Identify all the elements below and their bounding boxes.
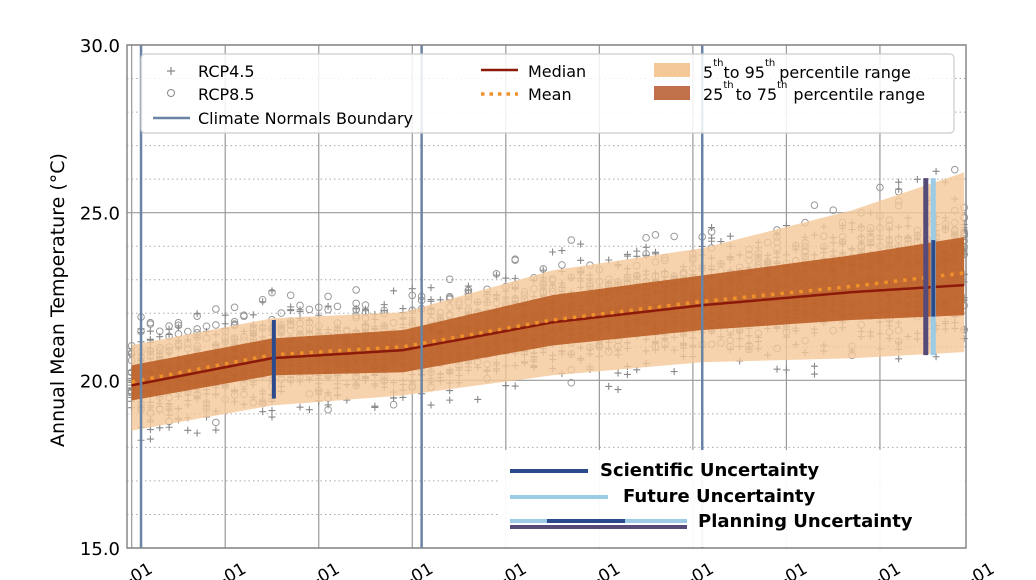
legend-rcp45: RCP4.5 (198, 62, 255, 81)
x-tick-label: -01 (870, 559, 904, 580)
rcp85-point (670, 232, 678, 241)
rcp85-point (558, 261, 566, 269)
y-tick-labels: 15.0 20.0 25.0 30.0 (80, 36, 120, 560)
rcp85-point (240, 312, 248, 321)
legend-rcp85: RCP8.5 (198, 85, 255, 104)
x-tick-label: -01 (216, 559, 250, 580)
band-25-75-swatch (654, 86, 690, 100)
rcp85-point (445, 275, 454, 284)
rcp85-point (324, 292, 332, 301)
x-tick-labels: -01 -01 -01 -01 -01 -01 -01 -01 -01 -01 (122, 559, 998, 580)
rcp85-point (333, 302, 342, 311)
legend-planning: Planning Uncertainty (698, 511, 913, 532)
rcp85-point (567, 378, 576, 387)
y-tick-label: 20.0 (80, 371, 120, 392)
legend-median: Median (528, 62, 586, 81)
rcp85-point (511, 256, 519, 264)
rcp85-point (642, 234, 650, 242)
series-lines (131, 271, 965, 387)
rcp85-point (567, 236, 576, 244)
rcp85-point (810, 201, 819, 209)
band-5-95-swatch (654, 63, 690, 77)
plus-marker-icon (167, 67, 175, 75)
rcp85-point (277, 309, 286, 317)
x-tick-label: -01 (683, 559, 717, 580)
mean-line (131, 271, 965, 384)
rcp85-point (183, 327, 192, 336)
rcp85-point (146, 320, 155, 328)
y-axis-label: Annual Mean Temperature (°C) (47, 153, 69, 447)
legend-future: Future Uncertainty (623, 486, 816, 507)
rcp85-point (212, 418, 220, 427)
x-tick-label: -01 (590, 559, 624, 580)
legend-mean: Mean (528, 85, 572, 104)
legend-boundary: Climate Normals Boundary (198, 109, 413, 128)
x-tick-label: -01 (964, 559, 998, 580)
y-tick-label: 25.0 (80, 204, 120, 225)
rcp85-point (950, 165, 959, 174)
legend-5-95: 5thto 95th percentile range (703, 58, 911, 82)
rcp85-point (212, 305, 220, 313)
legend-box (140, 53, 955, 134)
plot-frame (126, 44, 967, 549)
rcp85-point (389, 400, 398, 409)
x-tick-label: -01 (777, 559, 811, 580)
legend-top: RCP4.5 RCP8.5 Climate Normals Boundary M… (140, 53, 955, 134)
uncertainty-bars (271, 178, 936, 399)
x-tick-label: -01 (309, 559, 343, 580)
y-tick-label: 30.0 (80, 36, 120, 57)
x-tick-label: -01 (496, 559, 530, 580)
legend-25-75: 25th to 75th percentile range (703, 80, 925, 104)
rcp85-point (305, 305, 314, 314)
x-tick-label: -01 (403, 559, 437, 580)
rcp85-point (651, 231, 660, 239)
rcp85-point (212, 321, 220, 329)
rcp85-point (286, 291, 295, 300)
rcp85-point (314, 303, 323, 312)
median-line (131, 283, 965, 387)
rcp85-point (352, 286, 360, 294)
rcp85-point (829, 206, 837, 214)
rcp85-point (876, 183, 884, 192)
legend-scientific: Scientific Uncertainty (600, 460, 819, 481)
circle-marker-icon (167, 89, 175, 97)
y-tick-label: 15.0 (80, 539, 120, 560)
rcp85-point (230, 317, 239, 326)
x-tick-label: -01 (122, 559, 156, 580)
legend-bottom: Scientific Uncertainty Future Uncertaint… (500, 450, 965, 547)
band-25-75 (131, 237, 965, 401)
percentile-bands (131, 172, 965, 431)
rcp85-point (230, 303, 239, 312)
rcp85-point (193, 325, 201, 333)
